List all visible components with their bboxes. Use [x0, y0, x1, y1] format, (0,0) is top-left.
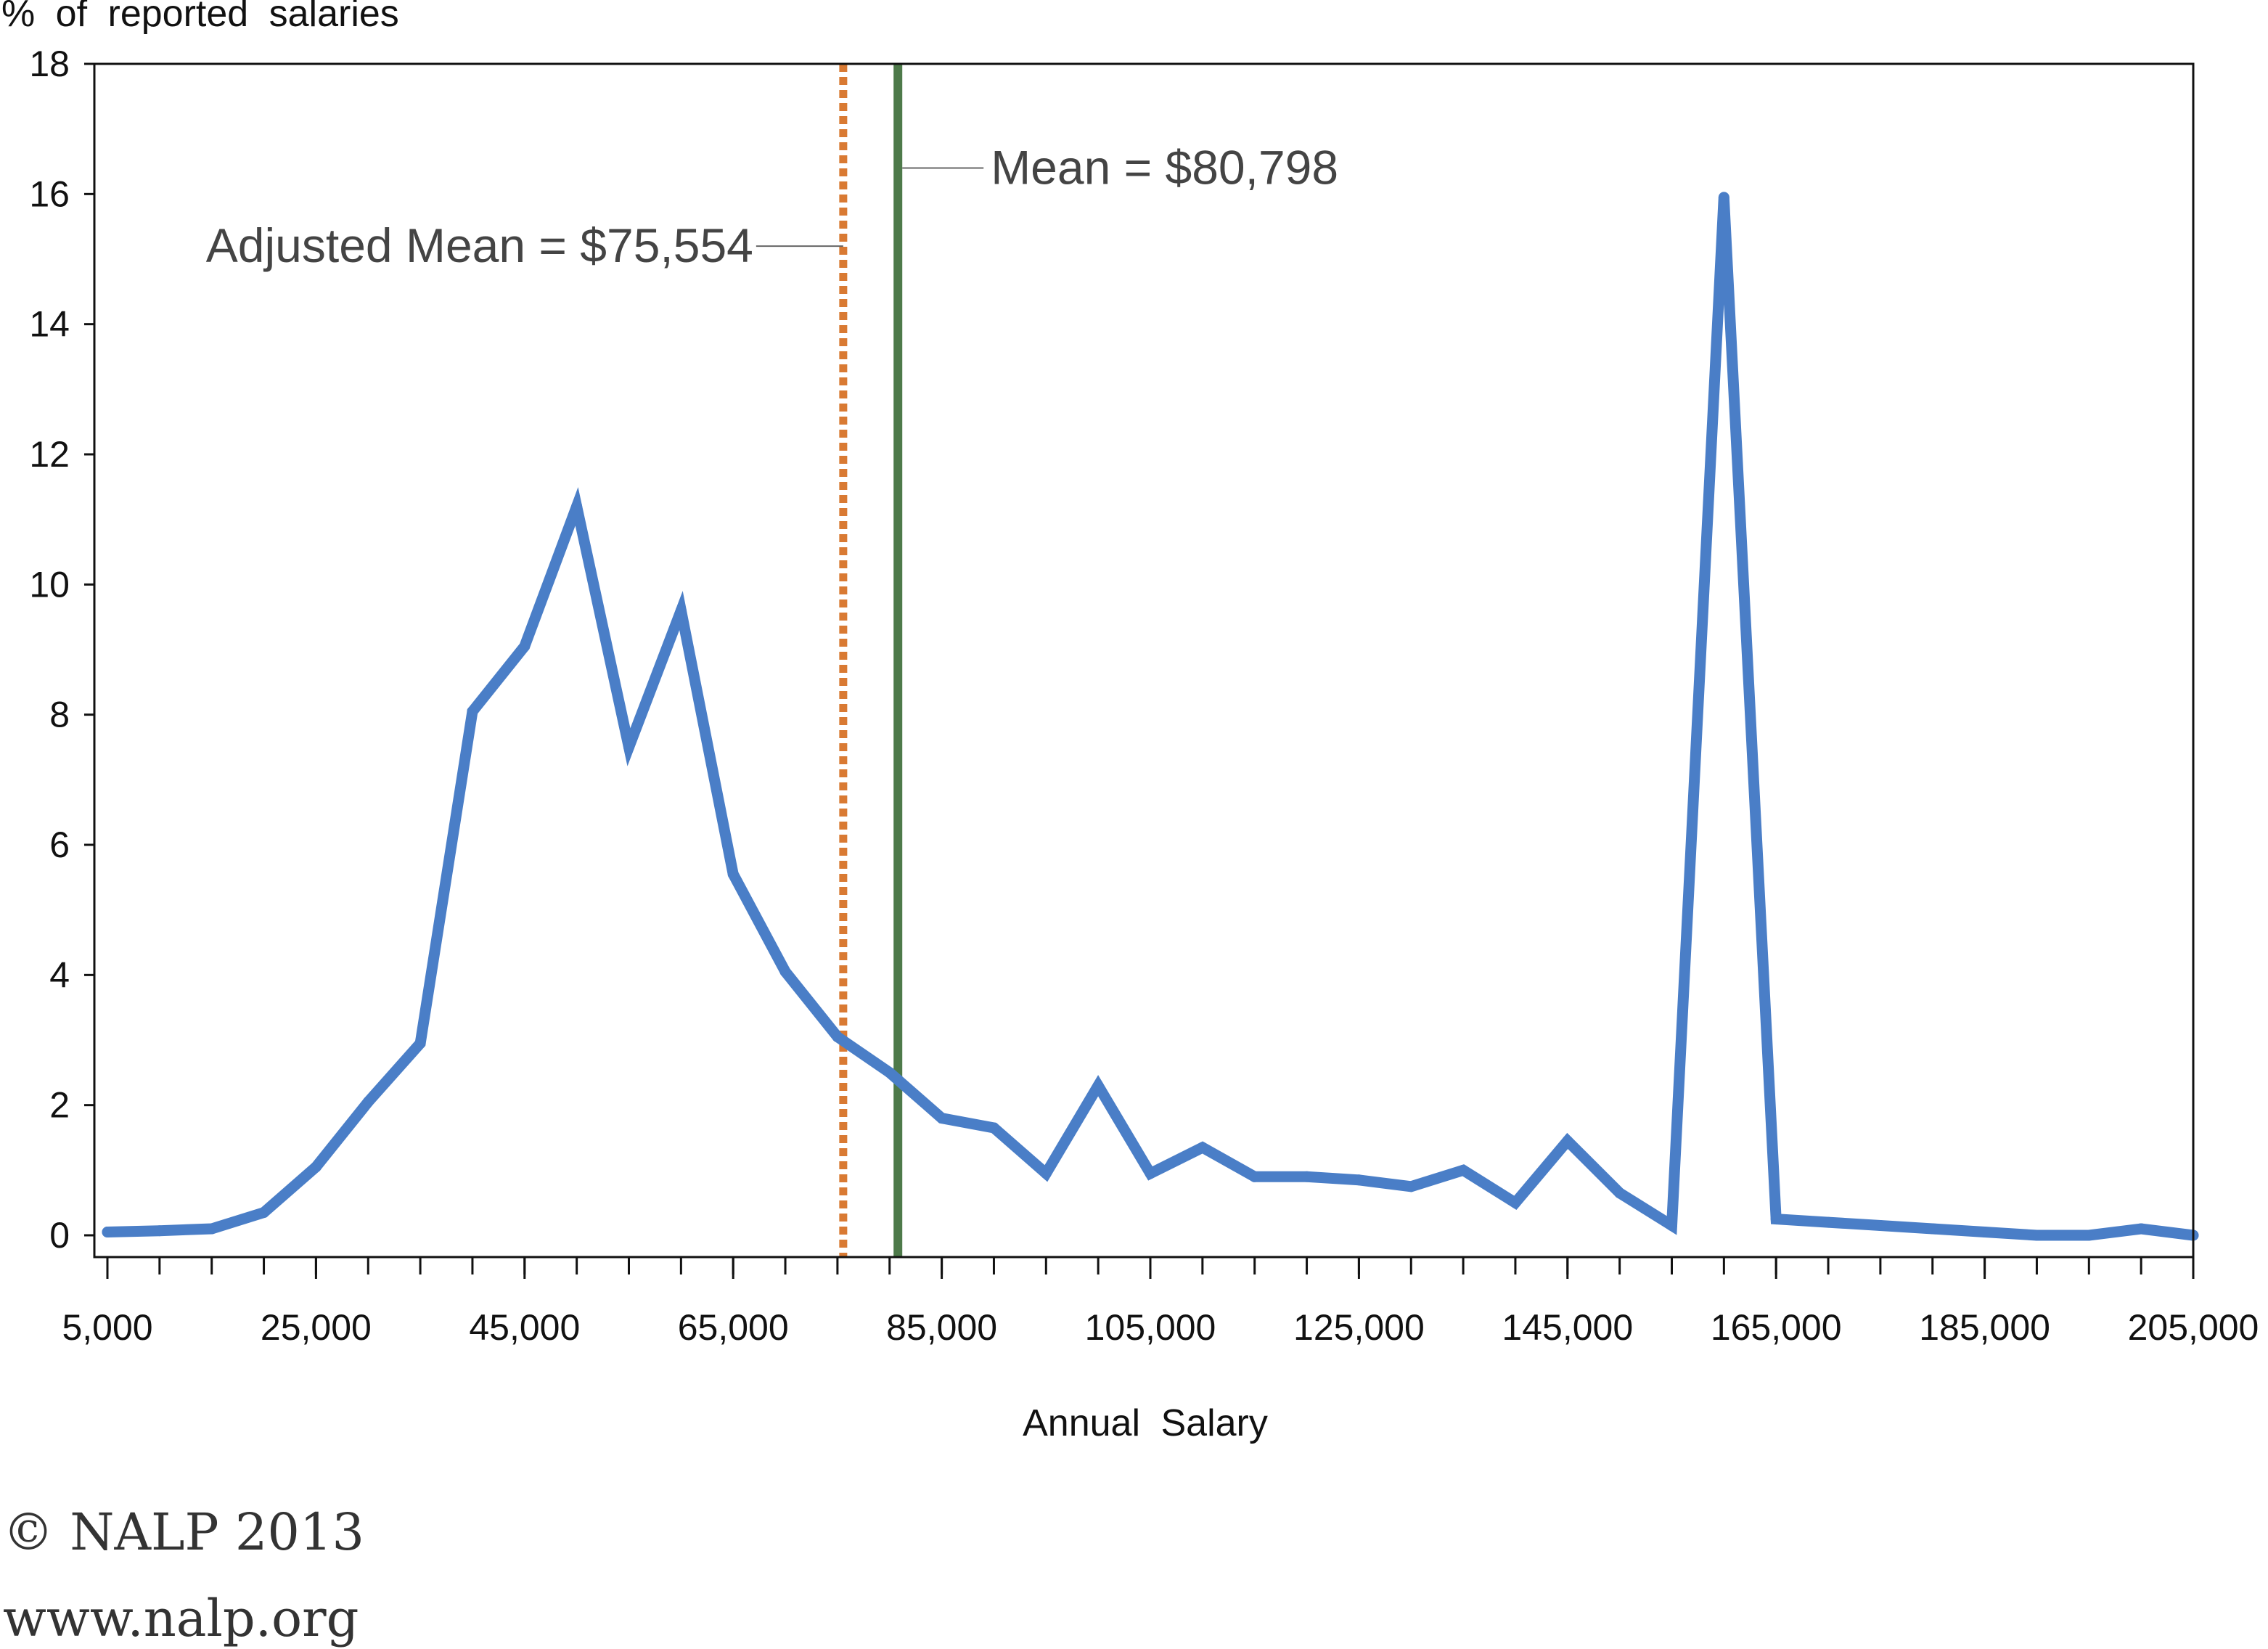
data-point [1510, 1197, 1521, 1208]
data-point [2135, 1223, 2147, 1235]
data-point [675, 605, 687, 616]
y-tick-label: 18 [29, 44, 70, 84]
x-tick-label: 205,000 [2128, 1307, 2259, 1348]
data-point [362, 1096, 374, 1108]
reference-lines: Adjusted Mean = $75,554 Mean = $80,798 [206, 64, 1338, 1257]
y-tick-label: 12 [29, 434, 70, 475]
data-point [519, 641, 531, 652]
x-tick-label: 125,000 [1293, 1307, 1425, 1348]
y-tick-label: 2 [49, 1085, 70, 1126]
data-point [2083, 1229, 2095, 1241]
data-point [1197, 1142, 1208, 1153]
y-tick-label: 8 [49, 695, 70, 735]
data-point [1979, 1227, 1991, 1238]
data-point [1718, 192, 1729, 203]
data-point [1092, 1080, 1104, 1092]
data-point [1145, 1168, 1156, 1179]
x-tick-label: 185,000 [1919, 1307, 2050, 1348]
data-point [727, 868, 739, 880]
y-tick-label: 14 [29, 304, 70, 345]
x-tick-label: 45,000 [469, 1307, 580, 1348]
data-point [884, 1067, 896, 1079]
data-point [1927, 1223, 1939, 1235]
data-point [1249, 1171, 1261, 1182]
data-point [1875, 1220, 1886, 1232]
data-point [1562, 1135, 1573, 1147]
x-tick-label: 85,000 [886, 1307, 997, 1348]
data-point [1770, 1214, 1782, 1225]
y-tick-label: 6 [49, 824, 70, 865]
website-link[interactable]: www.nalp.org [3, 1589, 359, 1648]
data-point [102, 1227, 113, 1238]
data-point [1353, 1174, 1364, 1186]
x-tick-label: 145,000 [1502, 1307, 1633, 1348]
data-point [988, 1122, 999, 1134]
data-point [1405, 1181, 1417, 1192]
x-tick-label: 165,000 [1711, 1307, 1842, 1348]
y-axis-label: % of reported salaries [1, 0, 399, 35]
data-point [936, 1113, 948, 1124]
data-point [258, 1207, 270, 1219]
data-point [623, 742, 634, 753]
x-tick-label: 5,000 [62, 1307, 152, 1348]
data-point [2031, 1229, 2042, 1241]
data-point [206, 1223, 218, 1235]
y-tick-label: 16 [29, 173, 70, 214]
y-tick-label: 0 [49, 1215, 70, 1256]
x-tick-label: 105,000 [1085, 1307, 1216, 1348]
data-point [1666, 1220, 1677, 1232]
series-line-0 [102, 197, 2199, 1241]
data-point [1040, 1168, 1052, 1179]
data-point [1822, 1216, 1834, 1228]
series-group [102, 192, 2199, 1241]
data-point [310, 1161, 322, 1173]
data-point [467, 705, 478, 717]
x-tick-label: 25,000 [261, 1307, 372, 1348]
x-axis-label: Annual Salary [1023, 1402, 1268, 1444]
data-point [1457, 1164, 1469, 1176]
data-point [779, 966, 791, 978]
y-tick-label: 10 [29, 564, 70, 605]
data-point [1614, 1187, 1626, 1199]
data-point [414, 1037, 426, 1049]
y-tick-label: 4 [49, 954, 70, 995]
data-point [571, 501, 583, 512]
data-point [1301, 1171, 1313, 1182]
data-point [154, 1225, 165, 1237]
copyright-text: © NALP 2013 [3, 1502, 365, 1562]
x-tick-label: 65,000 [678, 1307, 789, 1348]
data-point [832, 1031, 843, 1043]
reference-label-1: Mean = $80,798 [991, 140, 1338, 194]
reference-label-0: Adjusted Mean = $75,554 [206, 218, 753, 272]
plot-frame [93, 62, 2195, 1259]
